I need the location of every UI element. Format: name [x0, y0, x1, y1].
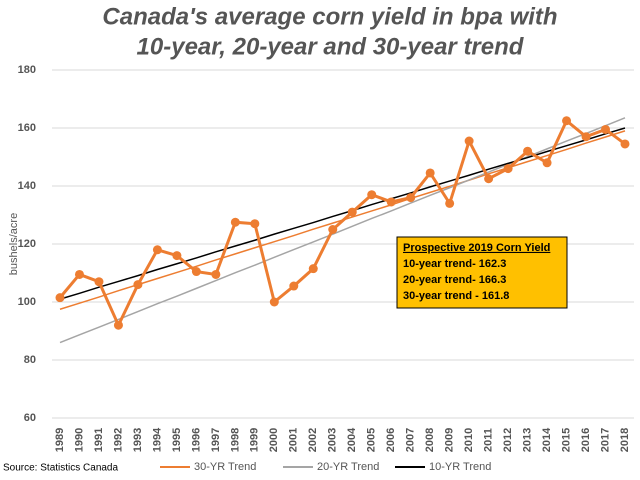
data-point — [464, 136, 474, 146]
x-tick-label: 2017 — [599, 428, 611, 452]
x-tick-label: 1995 — [171, 428, 183, 452]
x-tick-label: 2007 — [405, 428, 417, 452]
data-point — [74, 269, 84, 279]
y-tick-label: 140 — [18, 180, 36, 192]
x-tick-label: 1992 — [112, 428, 124, 452]
x-tick-label: 2010 — [463, 428, 475, 452]
data-point — [620, 139, 630, 149]
x-tick-label: 2014 — [541, 427, 553, 452]
x-tick-label: 2004 — [346, 427, 358, 452]
x-tick-label: 2013 — [521, 428, 533, 452]
data-point — [211, 269, 221, 279]
y-tick-label: 60 — [24, 412, 36, 424]
x-tick-label: 2011 — [483, 428, 495, 452]
y-tick-label: 160 — [18, 122, 36, 134]
data-point — [406, 193, 416, 203]
data-point — [55, 293, 65, 303]
data-point — [425, 168, 435, 178]
x-tick-label: 2002 — [307, 428, 319, 452]
trend-line — [59, 117, 626, 344]
trend-line — [59, 127, 626, 300]
data-point — [523, 146, 533, 156]
y-tick-label: 180 — [18, 64, 36, 76]
x-tick-label: 1989 — [54, 428, 66, 452]
data-point — [386, 197, 396, 207]
x-tick-label: 2012 — [502, 428, 514, 452]
data-point — [152, 245, 162, 255]
x-tick-label: 1993 — [132, 428, 144, 452]
annotation-line: 10-year trend- 162.3 — [403, 258, 506, 270]
chart-title: Canada's average corn yield in bpa with — [102, 3, 557, 30]
data-point — [562, 116, 572, 126]
x-tick-label: 1999 — [249, 428, 261, 452]
x-tick-label: 2000 — [268, 428, 280, 452]
x-tick-label: 2009 — [444, 428, 456, 452]
x-tick-label: 2008 — [424, 428, 436, 452]
x-tick-label: 2015 — [560, 428, 572, 452]
chart-title: 10-year, 20-year and 30-year trend — [137, 33, 525, 60]
source: Source: Statistics Canada — [3, 463, 118, 474]
x-tick-label: 2001 — [288, 428, 300, 452]
data-point — [133, 280, 143, 290]
x-tick-label: 1991 — [93, 428, 105, 452]
annotation-line: 20-year trend- 166.3 — [403, 274, 506, 286]
annotation-box — [396, 236, 568, 309]
y-axis-label: bushels/acre — [8, 213, 20, 275]
x-tick-label: 1996 — [190, 428, 202, 452]
data-point — [347, 207, 357, 217]
data-point — [289, 281, 299, 291]
data-point — [250, 219, 260, 229]
data-point — [542, 158, 552, 168]
x-tick-label: 1998 — [229, 428, 241, 452]
data-point — [94, 277, 104, 287]
data-point — [230, 217, 240, 227]
data-point — [581, 132, 591, 142]
x-tick-label: 1994 — [151, 427, 163, 452]
data-point — [601, 124, 611, 134]
x-tick-label: 2018 — [619, 428, 631, 452]
x-tick-label: 2005 — [366, 428, 378, 452]
y-tick-label: 80 — [24, 354, 36, 366]
data-point — [445, 198, 455, 208]
data-point — [172, 251, 182, 261]
data-point — [503, 164, 513, 174]
legend-label: 30-YR Trend — [194, 461, 256, 473]
annotation-line: 30-year trend - 161.8 — [403, 290, 509, 302]
data-point — [484, 174, 494, 184]
data-point — [308, 264, 318, 274]
x-tick-label: 1997 — [210, 428, 222, 452]
x-tick-label: 2006 — [385, 428, 397, 452]
x-tick-label: 1990 — [73, 428, 85, 452]
x-tick-label: 2016 — [580, 428, 592, 452]
data-point — [328, 225, 338, 234]
y-tick-label: 120 — [18, 238, 36, 250]
data-point — [113, 320, 123, 330]
legend-label: 10-YR Trend — [429, 461, 491, 473]
data-point — [191, 267, 201, 277]
data-point — [367, 190, 377, 200]
annotation-title: Prospective 2019 Corn Yield — [403, 242, 550, 254]
y-tick-label: 100 — [18, 296, 36, 308]
legend-label: 20-YR Trend — [317, 461, 379, 473]
data-point — [269, 297, 279, 307]
x-tick-label: 2003 — [327, 428, 339, 452]
